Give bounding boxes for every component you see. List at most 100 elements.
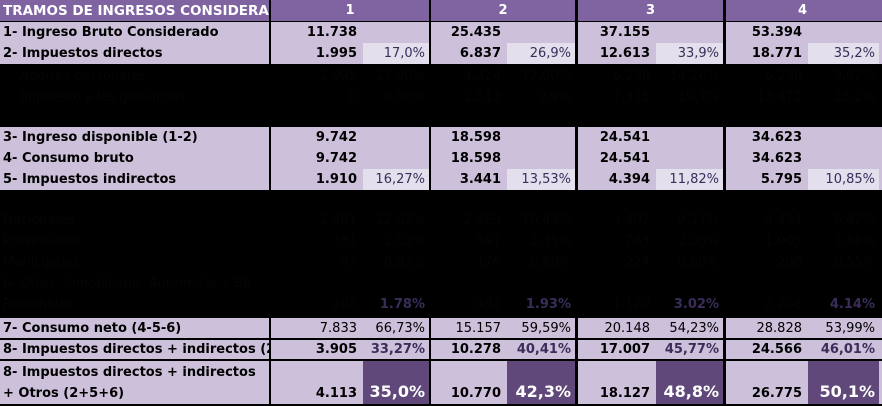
percent: 1.78% xyxy=(379,297,425,312)
table-row: Personales 208 1.78% 492 1.93% 1.120 3.02% … xyxy=(0,294,882,315)
row-label: Impuesto a las ganancias xyxy=(20,90,186,105)
value: 20.148 xyxy=(604,320,651,336)
percent: 33,27% xyxy=(370,342,425,357)
percent: 35,2% xyxy=(808,43,879,64)
value: 763 xyxy=(625,234,650,249)
percent: 17,00% xyxy=(375,69,425,84)
value: 0 xyxy=(348,90,357,105)
row-label: 4- Consumo bruto xyxy=(3,151,134,166)
header-group-1: 1 xyxy=(345,3,355,18)
value: 12.613 xyxy=(599,46,650,61)
value: 5.298 xyxy=(764,69,802,84)
value: 18.771 xyxy=(751,46,802,61)
header-group-4: 4 xyxy=(797,3,808,18)
percent: 40,41% xyxy=(516,342,571,357)
value: 18.598 xyxy=(450,151,501,166)
value: 2.208 xyxy=(764,297,802,312)
table-row: Municipales 97 0,83% 176 0,69% 224 0,60% 29… xyxy=(0,252,882,273)
value: 1.005 xyxy=(764,234,802,249)
percent: 14,26% xyxy=(669,69,719,84)
value: 24.541 xyxy=(599,130,650,145)
value: 7.315 xyxy=(612,90,650,105)
percent: 17,0% xyxy=(363,43,429,64)
value: 25.435 xyxy=(450,25,501,40)
value: 1.481 xyxy=(319,213,357,228)
row-label: 2- Impuestos directos xyxy=(3,46,163,61)
percent: 0,60% xyxy=(677,255,719,270)
value: 1.995 xyxy=(315,46,357,61)
value: 296 xyxy=(777,255,802,270)
value: 10.278 xyxy=(450,342,501,357)
table-row: 3- Ingreso disponible (1-2) 9.742 18.598… xyxy=(0,127,882,148)
percent: 26,9% xyxy=(507,43,575,64)
value: 2.513 xyxy=(463,90,501,105)
percent: 10,49% xyxy=(521,213,571,228)
row-label: 1- Ingreso Bruto Considerado xyxy=(3,25,219,40)
row-label: 3- Ingreso disponible (1-2) xyxy=(3,130,198,145)
percent: 11,82% xyxy=(656,169,723,190)
table-row: Provinciales 331 2,82% 597 2,35% 763 2,05% … xyxy=(0,231,882,252)
value: 10.770 xyxy=(450,386,501,401)
percent: 9,92% xyxy=(833,69,875,84)
percent: 46,01% xyxy=(820,342,875,357)
value: 34.623 xyxy=(751,151,802,166)
value: 3.441 xyxy=(459,172,501,187)
percent: 9,9% xyxy=(537,90,571,105)
percent: 1.93% xyxy=(525,297,571,312)
header-title: TRAMOS DE INGRESOS CONSIDERADOS xyxy=(3,2,269,19)
value: 17.007 xyxy=(599,342,650,357)
value: 4.113 xyxy=(315,386,357,401)
percent: 13,53% xyxy=(507,169,575,190)
value: 26.775 xyxy=(751,386,802,401)
row-label: 5- Impuestos indirectos xyxy=(3,172,177,187)
percent: 0,00% xyxy=(383,90,425,105)
value: 208 xyxy=(332,297,357,312)
percent: 4.14% xyxy=(829,297,875,312)
row-label: 7- Consumo neto (4-5-6) xyxy=(3,320,182,336)
table-header: TRAMOS DE INGRESOS CONSIDERADOS 1 2 3 4 xyxy=(0,0,882,21)
percent: 8,42% xyxy=(833,213,875,228)
percent: 35,0% xyxy=(363,361,429,404)
table-row: 7- Consumo neto (4-5-6) 7.833 66,73% 15.1… xyxy=(0,318,882,338)
value: 7.833 xyxy=(319,320,357,336)
table-row: Nacionales 1.481 12,62% 2.669 10,49% 3.407… xyxy=(0,210,882,231)
value: 53.394 xyxy=(751,25,802,40)
percent: 66,73% xyxy=(375,320,425,336)
percent: 2,82% xyxy=(383,234,425,249)
value: 3.905 xyxy=(315,342,357,357)
percent: 2,35% xyxy=(529,234,571,249)
table-row: 8- Impuestos directos + indirectos + Otr… xyxy=(0,361,882,404)
value: 18.598 xyxy=(450,130,501,145)
table-row: 6- Otros: Inmobiliario, Automotor y BB xyxy=(0,273,882,294)
percent: 17,00% xyxy=(521,69,571,84)
value: 34.623 xyxy=(751,130,802,145)
row-label: Provinciales xyxy=(3,234,81,249)
value: 6.837 xyxy=(459,46,501,61)
row-label: Nacionales xyxy=(3,213,74,228)
value: 24.566 xyxy=(751,342,802,357)
percent: 3.02% xyxy=(673,297,719,312)
value: 597 xyxy=(476,234,501,249)
value: 13.472 xyxy=(756,90,803,105)
percent: 0,69% xyxy=(529,255,571,270)
value: 2.669 xyxy=(463,213,501,228)
percent: 48,8% xyxy=(656,361,723,404)
percent: 0,55% xyxy=(833,255,875,270)
value: 4.394 xyxy=(608,172,650,187)
percent: 50,1% xyxy=(808,361,879,404)
value: 9.742 xyxy=(315,151,357,166)
value: 11.738 xyxy=(306,25,357,40)
value: 176 xyxy=(476,255,501,270)
table-row: Aportes personales 1.995 17,00% 4.324 17,0… xyxy=(0,66,882,87)
table-row: 5- Impuestos indirectos 1.910 16,27% 3.44… xyxy=(0,169,882,190)
value: 5.298 xyxy=(612,69,650,84)
header-group-2: 2 xyxy=(498,3,508,18)
percent: 16,27% xyxy=(363,169,429,190)
percent: 33,9% xyxy=(656,43,723,64)
value: 4.324 xyxy=(463,69,501,84)
value: 15.157 xyxy=(455,320,502,336)
percent: 45,77% xyxy=(664,342,719,357)
value: 1.120 xyxy=(612,297,650,312)
percent: 2,05% xyxy=(677,234,719,249)
value: 492 xyxy=(476,297,501,312)
